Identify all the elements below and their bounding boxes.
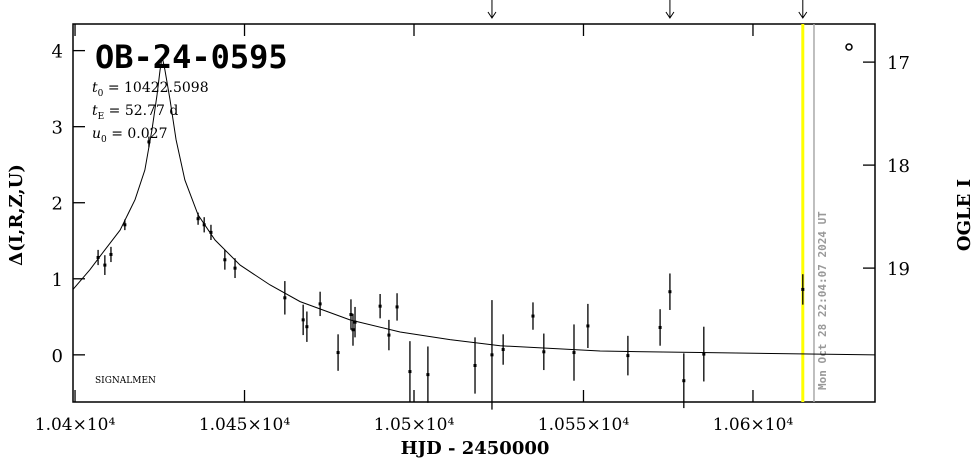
data-point <box>501 348 505 352</box>
x-axis-label: HJD - 2450000 <box>401 438 550 459</box>
y2-tick-label: 17 <box>887 53 910 74</box>
x-tick-label: 1.06×10⁴ <box>713 415 794 435</box>
plot-frame <box>72 23 876 403</box>
data-point <box>378 304 382 308</box>
data-point <box>801 287 805 291</box>
data-point <box>473 363 477 367</box>
x-tick-label: 1.055×10⁴ <box>538 415 630 435</box>
data-point <box>196 217 200 221</box>
chart-title: OB-24-0595 <box>95 38 288 76</box>
data-point <box>626 354 630 358</box>
data-point <box>490 353 494 357</box>
param-text: t0 = 10422.5098 <box>92 80 209 99</box>
param-text: u0 = 0.027 <box>92 126 167 145</box>
data-point <box>426 373 430 377</box>
y-tick-label: 4 <box>52 42 63 63</box>
param-symbol: u <box>92 126 101 142</box>
data-point <box>202 223 206 227</box>
data-point <box>305 325 309 329</box>
model-curve <box>72 56 876 356</box>
data-point <box>301 318 305 322</box>
data-point <box>702 352 706 356</box>
data-point <box>223 258 227 262</box>
data-point <box>658 325 662 329</box>
data-point <box>103 263 107 267</box>
data-point <box>572 351 576 355</box>
param-symbol: t <box>92 80 98 96</box>
data-point <box>109 252 113 256</box>
data-point <box>351 328 355 332</box>
data-point <box>387 333 391 337</box>
param-value: = 10422.5098 <box>103 80 208 96</box>
data-point <box>668 290 672 294</box>
param-value: = 52.77 d <box>104 103 178 119</box>
data-point <box>209 230 213 234</box>
param-subscript: E <box>98 112 105 122</box>
top-arrow <box>487 0 497 19</box>
top-arrow <box>798 0 808 19</box>
y-tick-label: 0 <box>52 346 63 367</box>
param-subscript: 0 <box>101 135 107 145</box>
y2-axis-label: OGLE I <box>954 179 975 251</box>
y2-tick-label: 19 <box>887 259 910 280</box>
data-point <box>318 302 322 306</box>
y-tick-label: 3 <box>52 118 63 139</box>
data-point <box>233 266 237 270</box>
data-point <box>531 314 535 318</box>
data-point <box>395 305 399 309</box>
data-point <box>349 313 353 317</box>
data-point <box>542 350 546 354</box>
data-point <box>408 370 412 374</box>
top-arrow <box>665 0 675 19</box>
footnote: SIGNALMEN <box>95 376 156 386</box>
data-point <box>96 255 100 259</box>
date-label: Mon Oct 28 22:04:07 2024 UT <box>816 211 829 390</box>
x-tick-label: 1.04×10⁴ <box>35 415 116 435</box>
data-point <box>147 140 151 144</box>
data-point <box>682 379 686 383</box>
data-point <box>283 296 287 300</box>
param-subscript: 0 <box>98 89 104 99</box>
data-point <box>586 324 590 328</box>
param-symbol: t <box>92 103 98 119</box>
y-axis-label: Δ(I,R,Z,U) <box>6 164 27 266</box>
data-point <box>123 223 127 227</box>
y-tick-label: 1 <box>52 270 63 291</box>
data-point <box>353 320 357 324</box>
x-tick-label: 1.05×10⁴ <box>374 415 455 435</box>
x-tick-label: 1.045×10⁴ <box>199 415 291 435</box>
data-point <box>336 351 340 355</box>
param-text: tE = 52.77 d <box>92 103 178 122</box>
y-tick-label: 2 <box>52 194 63 215</box>
marker-circle <box>845 43 853 51</box>
y2-tick-label: 18 <box>887 156 910 177</box>
param-value: = 0.027 <box>107 126 168 142</box>
